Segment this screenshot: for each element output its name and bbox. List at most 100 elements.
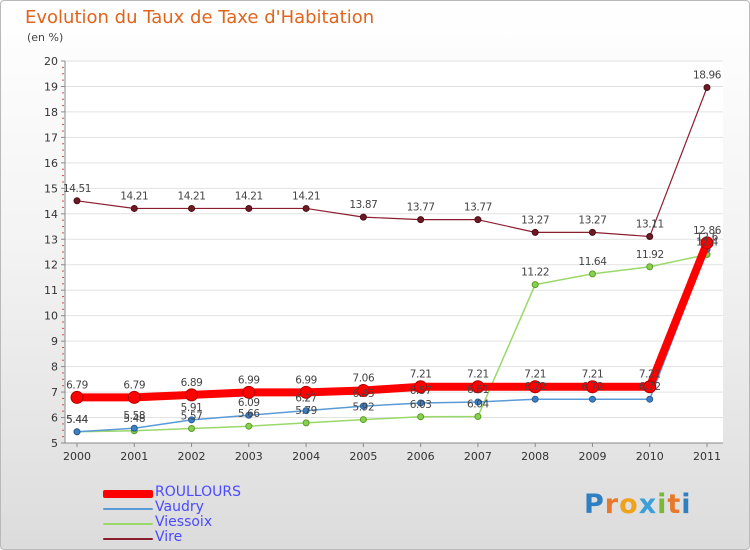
data-label: 12.86: [693, 225, 722, 237]
logo-letter: o: [619, 489, 639, 520]
data-label: 11.92: [636, 249, 664, 261]
data-label: 6.57: [410, 385, 432, 397]
data-point: [474, 398, 482, 406]
data-point: [417, 413, 425, 421]
x-tick-label: 2001: [120, 450, 148, 463]
data-point: [417, 216, 425, 224]
data-point: [700, 236, 714, 250]
data-point: [646, 395, 654, 403]
data-label: 6.72: [524, 381, 546, 393]
x-tick-label: 2011: [693, 450, 721, 463]
series-line: [76, 248, 708, 433]
data-point: [188, 204, 196, 212]
y-tick-label: 19: [44, 80, 58, 93]
data-point: [359, 416, 367, 424]
data-label: 5.44: [66, 414, 88, 426]
plot-area: [65, 61, 723, 443]
data-point: [302, 419, 310, 427]
data-label: 6.99: [238, 374, 260, 386]
data-point: [588, 228, 596, 236]
data-label: 14.21: [235, 190, 263, 202]
data-label: 14.51: [63, 183, 91, 195]
data-label: 6.27: [295, 393, 317, 405]
data-point: [474, 413, 482, 421]
data-label: 7.21: [582, 369, 604, 381]
data-label: 11.22: [521, 267, 549, 279]
legend-swatch: [103, 508, 153, 510]
x-tick-label: 2005: [349, 450, 377, 463]
data-label: 6.09: [238, 397, 260, 409]
data-label: 6.61: [467, 384, 489, 396]
data-point: [474, 216, 482, 224]
y-unit-label: (en %): [27, 31, 64, 44]
data-label: 12.4: [696, 237, 718, 249]
data-label: 6.79: [66, 379, 88, 391]
data-point: [528, 380, 542, 394]
data-point: [188, 416, 196, 424]
data-point: [531, 395, 539, 403]
data-label: 13.11: [636, 218, 664, 230]
data-label: 13.87: [349, 199, 377, 211]
series-roullours: [70, 236, 714, 404]
data-label: 13.27: [578, 214, 606, 226]
data-label: 5.58: [123, 410, 145, 422]
data-label: 6.79: [123, 379, 145, 391]
logo-letter: i: [657, 489, 668, 520]
x-tick-label: 2000: [63, 450, 91, 463]
data-label: 5.48: [123, 413, 145, 425]
logo-letter: t: [667, 489, 682, 520]
data-label: 18.96: [693, 69, 722, 81]
legend-label: ROULLOURS: [155, 484, 241, 500]
data-label: 5.66: [238, 408, 260, 420]
legend-swatch: [103, 538, 153, 540]
data-point: [359, 402, 367, 410]
legend-swatch: [103, 490, 153, 498]
data-label: 7.21: [524, 369, 546, 381]
data-point: [585, 380, 599, 394]
logo-letter: r: [604, 489, 620, 520]
data-label: 6.45: [352, 388, 374, 400]
data-label: 13.77: [407, 202, 435, 214]
data-point: [646, 263, 654, 271]
data-point: [588, 395, 596, 403]
y-tick-label: 20: [44, 55, 58, 68]
data-label: 14.21: [178, 190, 206, 202]
data-point: [245, 422, 253, 430]
x-tick-label: 2009: [578, 450, 606, 463]
logo-letter: P: [584, 489, 605, 520]
chart-title: Evolution du Taux de Taxe d'Habitation: [25, 7, 375, 28]
data-label: 14.21: [120, 190, 148, 202]
data-point: [299, 385, 313, 399]
data-point: [73, 197, 81, 205]
data-point: [130, 424, 138, 432]
data-label: 13.77: [464, 202, 492, 214]
data-point: [127, 390, 141, 404]
data-point: [643, 380, 657, 394]
x-tick-label: 2010: [636, 450, 664, 463]
data-label: 5.79: [295, 405, 317, 417]
legend-label: Vaudry: [155, 499, 204, 515]
data-point: [242, 385, 256, 399]
data-point: [130, 204, 138, 212]
x-tick-label: 2004: [292, 450, 320, 463]
data-label: 6.72: [639, 381, 661, 393]
y-tick-label: 10: [44, 310, 58, 323]
data-label: 14.21: [292, 190, 320, 202]
x-tick-label: 2007: [464, 450, 492, 463]
data-point: [245, 204, 253, 212]
data-point: [471, 380, 485, 394]
data-label: 5.91: [181, 402, 203, 414]
data-point: [185, 388, 199, 402]
data-point: [588, 270, 596, 278]
series-line: [73, 238, 711, 402]
data-label: 6.03: [410, 399, 432, 411]
proxiti-logo: Proxiti: [584, 489, 692, 520]
data-label: 5.92: [352, 402, 374, 414]
data-label: 6.04: [467, 399, 489, 411]
data-point: [414, 380, 428, 394]
data-point: [73, 428, 81, 436]
data-label: 12.6: [696, 231, 718, 243]
legend-label: Vire: [155, 529, 183, 545]
data-label: 5.57: [181, 410, 203, 422]
